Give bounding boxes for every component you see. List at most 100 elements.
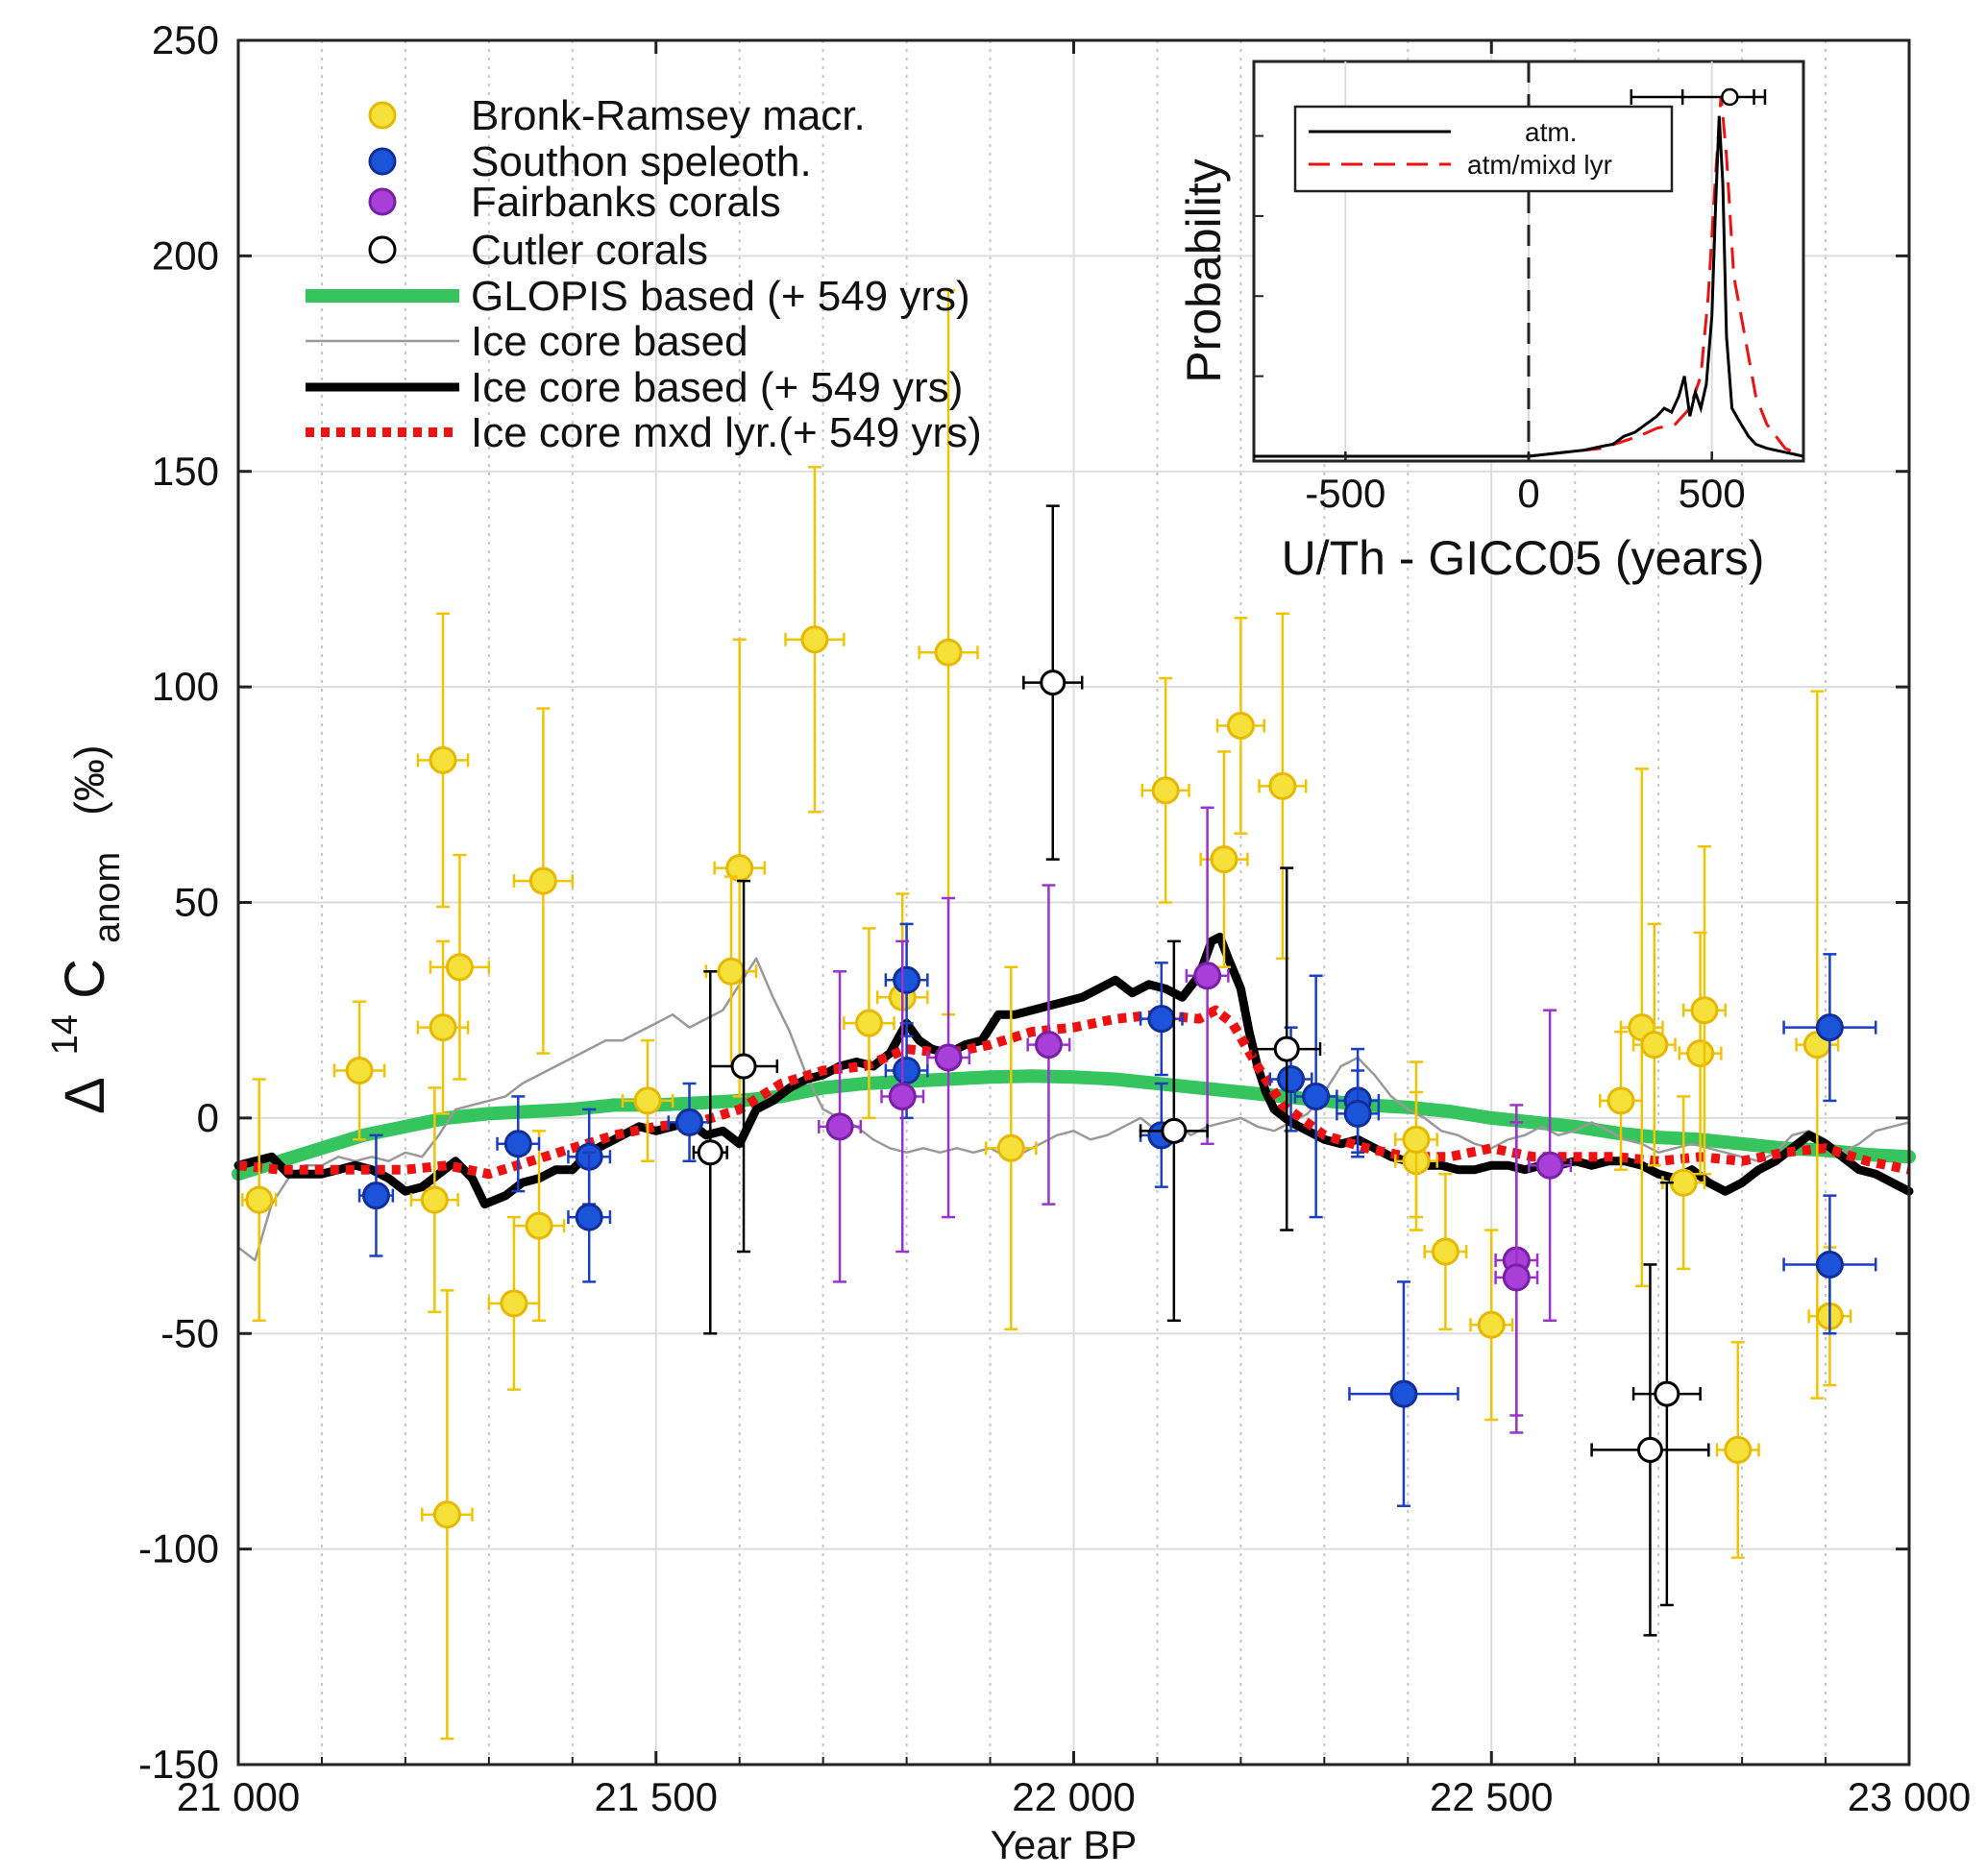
data-point-southon <box>357 1133 395 1257</box>
marker-bronk <box>1477 1310 1506 1339</box>
data-point-fairbanks <box>1026 884 1071 1206</box>
data-point-bronk <box>1423 1172 1468 1331</box>
data-point-bronk <box>1258 612 1308 961</box>
legend-label: Bronk-Ramsey macr. <box>471 92 866 139</box>
x-tick-label: 21 000 <box>177 1774 300 1819</box>
data-point-bronk <box>416 939 470 1115</box>
series-line-ice <box>236 957 1911 1262</box>
legend-marker-southon <box>368 147 397 176</box>
marker-bronk <box>1268 771 1297 800</box>
marker-bronk <box>1606 1086 1635 1115</box>
marker-southon <box>1815 1013 1844 1042</box>
data-point-fairbanks <box>1494 1121 1539 1434</box>
marker-fairbanks <box>1502 1263 1531 1292</box>
inset-legend-label: atm/mixd lyr <box>1467 150 1612 180</box>
data-point-bronk <box>984 965 1038 1331</box>
inset-legend-item-mix: atm/mixd lyr <box>1309 150 1612 180</box>
series-layer <box>241 289 1877 1741</box>
y-axis-label-c: C <box>54 959 116 999</box>
marker-bronk <box>1640 1031 1669 1060</box>
marker-bronk <box>420 1185 449 1214</box>
y-tick-label: -50 <box>160 1310 219 1355</box>
marker-southon <box>1389 1379 1418 1408</box>
inset-marker <box>1721 87 1739 107</box>
series-bronk <box>241 289 1852 1741</box>
legend-label: Southon speleoth. <box>471 138 812 185</box>
inset-legend-item-atm: atm. <box>1309 117 1577 147</box>
marker-cutler <box>1161 1117 1188 1144</box>
y-axis-label-sup: 14 <box>45 1014 86 1055</box>
series-line-mixed <box>237 1005 1911 1180</box>
marker-southon <box>575 1203 603 1231</box>
data-point-bronk <box>332 1000 386 1141</box>
marker-cutler <box>1273 1035 1300 1062</box>
marker-bronk <box>445 953 474 982</box>
y-tick-label: 100 <box>152 664 219 709</box>
marker-southon <box>1343 1099 1372 1128</box>
legend-marker-bronk <box>368 101 397 130</box>
marker-bronk <box>345 1057 374 1085</box>
marker-bronk <box>432 1500 461 1529</box>
series-southon <box>357 922 1877 1507</box>
marker-bronk <box>245 1185 274 1214</box>
y-tick-label: -100 <box>138 1526 219 1571</box>
data-point-fairbanks <box>926 896 971 1219</box>
y-tick-label: 150 <box>152 449 219 494</box>
data-point-bronk <box>918 289 979 1016</box>
data-point-fairbanks <box>880 939 925 1254</box>
y-axis-label: Δ 14 C anom (‰) <box>27 744 132 1114</box>
marker-cutler <box>1040 670 1067 696</box>
marker-southon <box>675 1108 704 1136</box>
data-point-fairbanks <box>1185 806 1230 1146</box>
marker-southon <box>893 1057 921 1085</box>
marker-southon <box>1277 1064 1306 1093</box>
marker-cutler <box>1636 1436 1663 1463</box>
data-point-fairbanks <box>1528 1009 1573 1323</box>
data-point-bronk <box>512 707 575 1055</box>
data-point-bronk <box>409 1086 459 1314</box>
data-point-southon <box>1336 1069 1381 1158</box>
data-point-southon <box>567 1151 612 1283</box>
inset-x-tick-label: -500 <box>1305 471 1385 516</box>
data-point-bronk <box>1715 1340 1760 1559</box>
x-axis-label: Year BP <box>991 1822 1138 1867</box>
data-point-bronk <box>487 1215 541 1391</box>
y-tick-label: 250 <box>152 17 219 62</box>
marker-bronk <box>429 1013 457 1042</box>
inset-line-atm <box>1254 115 1804 458</box>
x-tick-label: 23 000 <box>1848 1774 1971 1819</box>
legend-item-ice_shift: Ice core based (+ 549 yrs) <box>306 364 963 411</box>
inset-legend-box <box>1293 105 1674 193</box>
legend-item-bronk: Bronk-Ramsey macr. <box>368 92 866 139</box>
legend-item-glopis: GLOPIS based (+ 549 yrs) <box>306 273 970 320</box>
legend-item-mixed: Ice core mxd lyr.(+ 549 yrs) <box>306 409 982 456</box>
marker-southon <box>1815 1250 1844 1279</box>
inset-x-tick-label: 0 <box>1517 471 1539 516</box>
marker-bronk <box>525 1211 553 1240</box>
data-point-bronk <box>1469 1229 1514 1422</box>
legend-label: Ice core based (+ 549 yrs) <box>471 364 963 411</box>
x-tick-label: 22 500 <box>1430 1774 1553 1819</box>
series-fairbanks <box>818 806 1573 1434</box>
legend-label: Ice core mxd lyr.(+ 549 yrs) <box>471 409 982 456</box>
legend-item-southon: Southon speleoth. <box>368 138 812 185</box>
data-point-cutler <box>1590 1263 1710 1637</box>
data-point-cutler <box>1252 866 1322 1231</box>
x-tick-label: 21 500 <box>595 1774 718 1819</box>
marker-southon <box>503 1130 532 1158</box>
marker-bronk <box>1151 776 1180 805</box>
data-point-cutler <box>709 879 779 1254</box>
marker-southon <box>361 1182 390 1210</box>
data-point-southon <box>1139 962 1184 1077</box>
marker-fairbanks <box>1193 962 1222 990</box>
series-line-glopis <box>232 1069 1916 1182</box>
data-point-southon <box>1348 1280 1459 1507</box>
marker-bronk <box>1669 1168 1698 1197</box>
inset-legend-label: atm. <box>1525 117 1577 147</box>
data-point-bronk <box>713 638 767 1098</box>
legend-label: GLOPIS based (+ 549 yrs) <box>471 273 970 320</box>
x-tick-label: 22 000 <box>1012 1774 1135 1819</box>
data-point-bronk <box>1140 676 1190 904</box>
legend-label: Fairbanks corals <box>471 179 781 226</box>
